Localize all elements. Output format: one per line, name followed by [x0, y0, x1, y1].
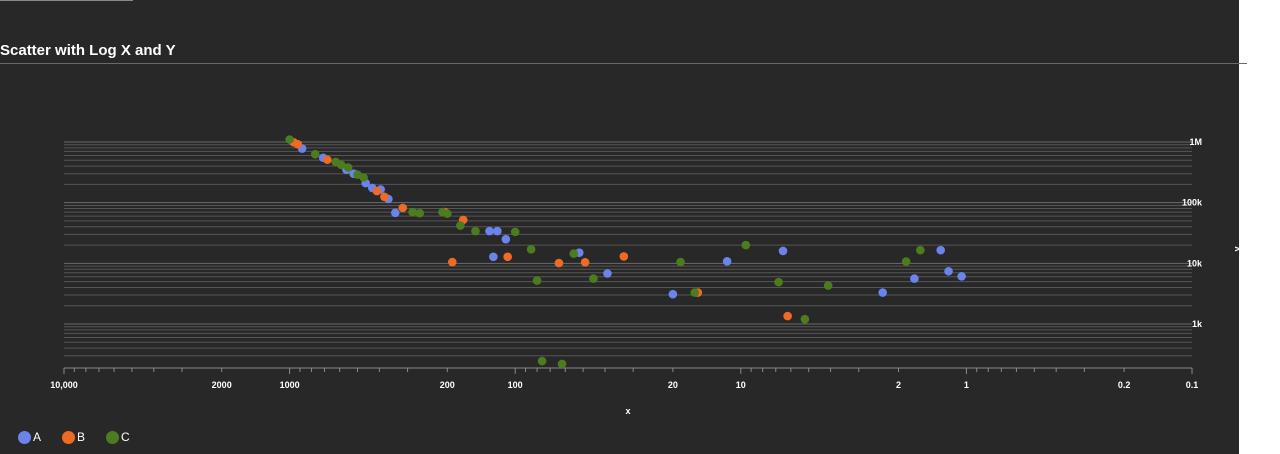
data-point	[690, 288, 700, 297]
data-point	[569, 249, 579, 258]
scatter-chart: 10,000 2000 1000 200 100 20 10 2 1 0.2 0.1x 1k10k1…	[50, 135, 1239, 416]
legend-swatch	[18, 430, 31, 444]
data-point	[293, 139, 303, 149]
data-point	[783, 311, 792, 321]
data-point	[442, 209, 452, 218]
data-point	[485, 226, 494, 236]
data-point	[398, 203, 408, 213]
data-point	[415, 208, 425, 218]
series-C	[285, 135, 925, 369]
x-axis: 10,000 2000 1000 200 100 20 10 2 1 0.2 0.1 x	[50, 367, 1199, 416]
legend-item-A[interactable]: A	[18, 430, 41, 444]
data-point	[774, 277, 783, 287]
data-point	[778, 246, 788, 256]
data-point	[800, 314, 810, 324]
top-tab-indicator	[0, 0, 133, 1]
data-point	[557, 359, 567, 369]
data-point	[510, 227, 520, 237]
data-point	[580, 258, 590, 267]
data-point	[910, 274, 919, 283]
data-point	[619, 252, 629, 261]
legend-item-B[interactable]: B	[62, 430, 85, 444]
x-axis-title: x	[625, 406, 630, 416]
data-point	[526, 245, 536, 254]
x-tick-label: 2000	[212, 380, 232, 390]
data-point	[554, 258, 564, 268]
data-point	[916, 245, 925, 255]
y-axis-title: y	[1232, 246, 1239, 251]
data-point	[741, 240, 751, 250]
data-point	[944, 266, 953, 276]
data-point	[448, 257, 457, 267]
data-point	[589, 274, 598, 283]
x-tick-label: 1000	[280, 380, 300, 390]
data-point	[823, 281, 833, 290]
x-tick-label: 0.1	[1186, 380, 1199, 390]
data-point	[359, 173, 368, 182]
data-point	[901, 257, 911, 266]
data-point	[676, 257, 685, 267]
x-tick-label: 2	[896, 380, 901, 390]
legend-swatch	[106, 430, 120, 444]
x-tick-label: 10,000	[50, 380, 78, 390]
data-point	[390, 208, 400, 218]
chart-title: Scatter with Log X and Y	[0, 42, 176, 59]
legend-item-C[interactable]: C	[106, 430, 130, 444]
title-divider	[0, 63, 1247, 64]
data-point	[489, 252, 498, 262]
data-point	[456, 221, 465, 230]
x-tick-label: 10	[736, 380, 746, 390]
data-point	[878, 288, 887, 297]
y-tick-label: 100k	[1182, 198, 1203, 208]
data-point	[957, 272, 966, 281]
x-tick-label: 20	[668, 380, 678, 390]
data-point	[380, 192, 389, 202]
data-point	[501, 234, 511, 244]
data-point	[343, 163, 353, 172]
data-point	[493, 226, 502, 236]
data-point	[936, 245, 945, 255]
y-tick-label: 1k	[1192, 319, 1203, 329]
data-point	[668, 289, 678, 299]
data-point	[471, 226, 480, 236]
y-axis: 1k 10k 100k 1M y	[1182, 137, 1239, 329]
x-tick-label: 100	[508, 380, 523, 390]
data-points	[285, 135, 966, 369]
y-tick-label: 1M	[1189, 137, 1202, 147]
legend-label: A	[33, 430, 42, 444]
data-point	[503, 252, 512, 262]
data-point	[372, 186, 382, 196]
series-B	[289, 137, 792, 321]
legend: A B C	[18, 430, 151, 444]
legend-label: C	[121, 430, 130, 444]
data-point	[408, 207, 417, 217]
x-tick-label: 200	[440, 380, 455, 390]
data-point	[310, 149, 320, 159]
data-point	[323, 155, 332, 165]
data-point	[532, 276, 542, 285]
y-tick-label: 10k	[1187, 258, 1203, 268]
legend-swatch	[62, 430, 76, 444]
data-point	[285, 135, 294, 144]
data-point	[722, 257, 732, 266]
data-point	[537, 356, 547, 366]
data-point	[336, 160, 346, 170]
legend-label: B	[77, 430, 86, 444]
data-point	[603, 269, 612, 278]
grid-lines	[64, 141, 1192, 357]
x-tick-label: 0.2	[1118, 380, 1131, 390]
x-tick-label: 1	[964, 380, 969, 390]
